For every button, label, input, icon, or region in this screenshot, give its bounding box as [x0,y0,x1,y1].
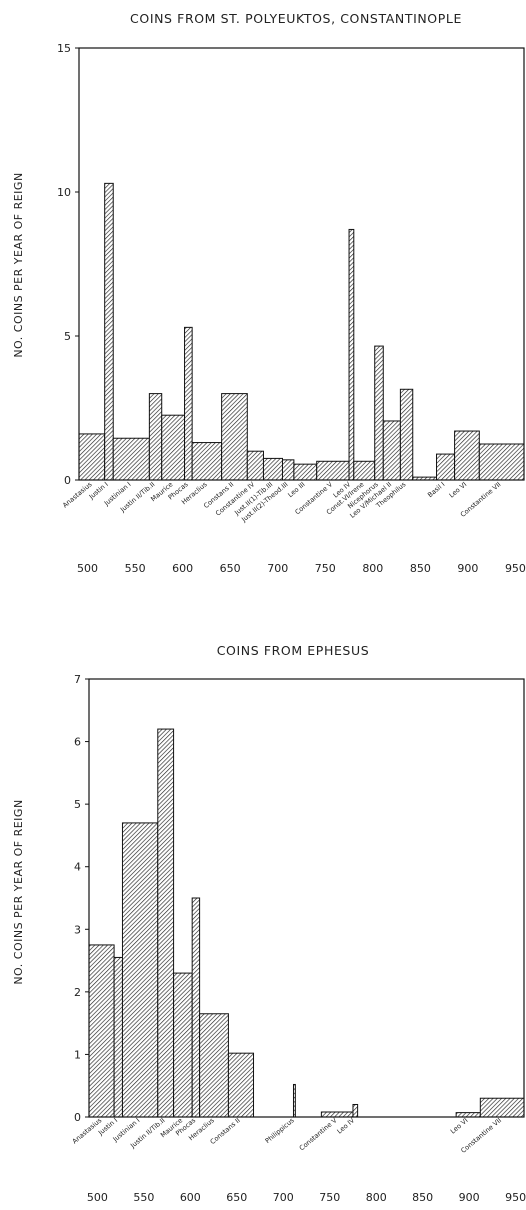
chart1-bar [281,459,295,481]
chart1-y-tick-label: 15 [57,42,71,55]
chart2-category-label: Philippicus [264,1116,296,1145]
chart1-bar [316,460,350,481]
chart2-category-label: Constantine V [298,1116,339,1152]
chart1-x-tick-label: 750 [315,562,336,575]
chart1-y-tick-label: 5 [64,330,71,343]
chart2-x-tick-label: 800 [366,1191,387,1204]
chart1-y-axis-label: NO. COINS PER YEAR OF REIGN [12,172,25,357]
chart2-x-tick-label: 650 [226,1191,247,1204]
chart1-bar [104,182,114,481]
chart1-x-tick-label: 700 [267,562,288,575]
chart1-bar [399,388,414,481]
chart2-x-tick-label: 850 [412,1191,433,1204]
chart1-x-tick-label: 800 [362,562,383,575]
chart2-x-tick-label: 700 [273,1191,294,1204]
chart2-y-axis-label: NO. COINS PER YEAR OF REIGN [12,799,25,984]
chart2-bar [479,1097,525,1118]
chart2-x-tick-label: 500 [87,1191,108,1204]
chart1-x-tick-label: 550 [125,562,146,575]
chart2-bar [455,1112,481,1118]
chart1-bar [436,453,456,481]
chart2-y-tick-label: 3 [74,923,81,936]
chart1-bar [382,420,401,481]
chart2-category-label: Leo IV [336,1116,357,1135]
chart2-bar [113,956,123,1118]
chart2-y-tick-label: 4 [74,861,81,874]
chart2-x-tick-label: 600 [180,1191,201,1204]
chart1-bar [78,433,106,481]
chart2-y-tick-label: 0 [74,1111,81,1124]
chart2-y-tick-label: 5 [74,798,81,811]
chart2-bar [88,944,115,1118]
chart2-bar [199,1013,229,1118]
chart1-bar [221,393,248,481]
chart1-x-tick-label: 850 [410,562,431,575]
chart1-x-tick-label: 600 [172,562,193,575]
chart1-category-label: Leo VI [448,480,469,499]
chart1-bar [353,460,376,481]
chart1-category-label: Leo III [286,480,306,499]
chart1-category-label: Basil I [426,480,446,499]
chart2-bar [292,1083,296,1118]
chart2-x-tick-label: 900 [459,1191,480,1204]
chart2-x-tick-label: 550 [133,1191,154,1204]
chart1-x-tick-label: 500 [77,562,98,575]
chart1-x-tick-label: 900 [457,562,478,575]
chart2-x-tick-label: 750 [319,1191,340,1204]
chart1-bar [374,345,384,481]
chart2-y-tick-label: 6 [74,736,81,749]
chart1-bar [148,393,163,481]
chart1-y-tick-label: 10 [57,186,71,199]
chart1-y-tick-label: 0 [64,474,71,487]
chart2-title: COINS FROM EPHESUS [217,643,370,658]
chart1-x-tick-label: 650 [220,562,241,575]
chart1-bar [112,437,150,481]
chart1-bar [262,457,283,481]
chart2-bar [352,1103,359,1118]
chart2-bar [191,897,201,1118]
chart1-x-tick-label: 950 [505,562,526,575]
chart2-y-tick-label: 7 [74,673,81,686]
chart1-bar [191,442,223,481]
chart1-bar [161,414,186,481]
chart1-frame [78,47,525,481]
chart1-bar [184,326,193,481]
chart1-bar [478,443,525,481]
chart2-x-tick-label: 950 [505,1191,526,1204]
chart2-bar [173,972,193,1118]
chart2-category-label: Leo VI [449,1116,470,1135]
chart2-frame [88,678,525,1118]
chart2-y-tick-label: 1 [74,1048,81,1061]
chart2-y-tick-label: 2 [74,986,81,999]
chart1-bar [293,463,318,481]
chart2-bar [320,1111,354,1118]
chart2-bar [121,822,159,1118]
chart1-bar [246,450,264,481]
chart2-bar [157,728,175,1118]
chart1-bar [348,228,355,481]
chart1-bar [454,430,480,481]
chart1-title: COINS FROM ST. POLYEUKTOS, CONSTANTINOPL… [130,11,462,26]
chart2-bar [227,1052,255,1118]
